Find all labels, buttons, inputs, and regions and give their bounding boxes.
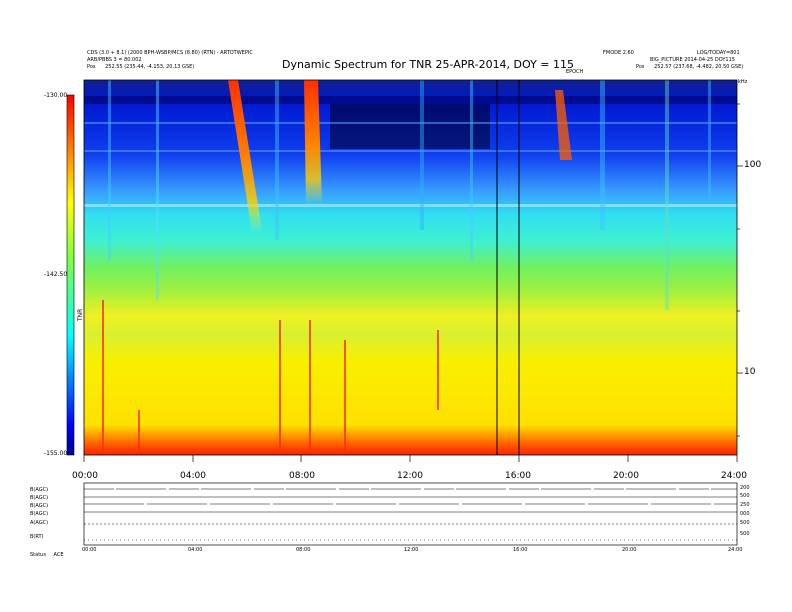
chart-title: Dynamic Spectrum for TNR 25-APR-2014, DO… [282,58,575,71]
chart-frame [83,79,738,456]
header-pos-left: Pos 252.55 (235.44, -4.153, 20.13 GSE) [87,64,194,70]
colorbar-tick-top: -130.00 [44,92,68,99]
dark-band [84,96,737,104]
panel-row-label-6: B(RT) [30,534,44,540]
x-tick-6: 24:00 [721,471,747,481]
bottom-panel-traces [84,488,737,541]
panel-x-tick-2: 08:00 [296,547,311,553]
panel-right-tick-1: 200 [740,485,750,491]
pos-value-right: 252.57 (237.68, -4.482, 20.50 GSE) [654,64,744,70]
header-fmode: FMODE 2.60 [603,50,634,56]
vertical-streaks [108,80,711,310]
panel-x-tick-1: 04:00 [188,547,203,553]
stripe-3 [84,204,737,207]
red-spikes [102,300,439,450]
panel-x-tick-6: 24:00 [728,547,743,553]
status-label: Status ACE [30,552,64,558]
status-label-text: Status [30,552,46,558]
panel-x-tick-4: 16:00 [513,547,528,553]
x-tick-3: 12:00 [397,471,423,481]
y-axis-ticks [737,103,743,437]
x-tick-5: 20:00 [613,471,639,481]
stripe-1 [84,122,737,124]
panel-right-tick-4: 000 [740,511,750,517]
header-pos-right: Pos 252.57 (237.68, -4.482, 20.50 GSE) [636,64,743,70]
header-logtoday: LOG/TODAY=801 [697,50,740,56]
y-axis-unit: kHz [738,79,748,85]
panel-right-tick-2: 500 [740,493,750,499]
panel-row-label-3: B(AGC) [30,503,49,509]
dark-region [330,104,490,149]
colorbar [66,94,75,456]
header-info-line1: CDS (3.0 + 8.1) (2000 BPH-WSBP/MCS (8.80… [87,50,253,56]
header-info-line2: ARB/PBBS 3 = 80.002 [87,57,142,63]
panel-row-label-5: A(AGC) [30,520,49,526]
x-tick-1: 04:00 [180,471,206,481]
y-tick-100: 100 [744,160,762,170]
pos-value-left: 252.55 (235.44, -4.153, 20.13 GSE) [105,64,195,70]
panel-right-tick-5: 500 [740,520,750,526]
burst-band-1 [228,80,262,232]
x-tick-4: 16:00 [505,471,531,481]
burst-band-3 [555,90,572,160]
stripe-2 [84,150,737,152]
panel-row-label-2: B(AGC) [30,495,49,501]
x-tick-2: 08:00 [289,471,315,481]
panel-x-tick-3: 12:00 [404,547,419,553]
header-epoch-label: EPOCH [566,69,584,75]
x-tick-0: 00:00 [72,471,98,481]
panel-row-label-1: B(AGC) [30,487,49,493]
header-bigpicture: BIG_PICTURE 2014-04-25 DOY115 [650,57,735,63]
panel-x-tick-0: 00:00 [82,547,97,553]
panel-row-label-4: B(AGC) [30,511,49,517]
y-tick-10: 10 [744,367,756,377]
x-axis-ticks [83,455,738,462]
status-value: ACE [53,552,64,558]
colorbar-tick-mid: -142.50 [44,271,68,278]
pos-label-left: Pos [87,64,96,70]
panel-right-tick-3: 250 [740,502,750,508]
colorbar-tick-bottom: -155.00 [44,450,68,457]
panel-x-tick-5: 20:00 [622,547,637,553]
panel-right-tick-6: 500 [740,531,750,537]
burst-band-2 [304,80,322,204]
pos-label-right: Pos [636,64,645,70]
bottom-panel-frame [83,482,738,546]
